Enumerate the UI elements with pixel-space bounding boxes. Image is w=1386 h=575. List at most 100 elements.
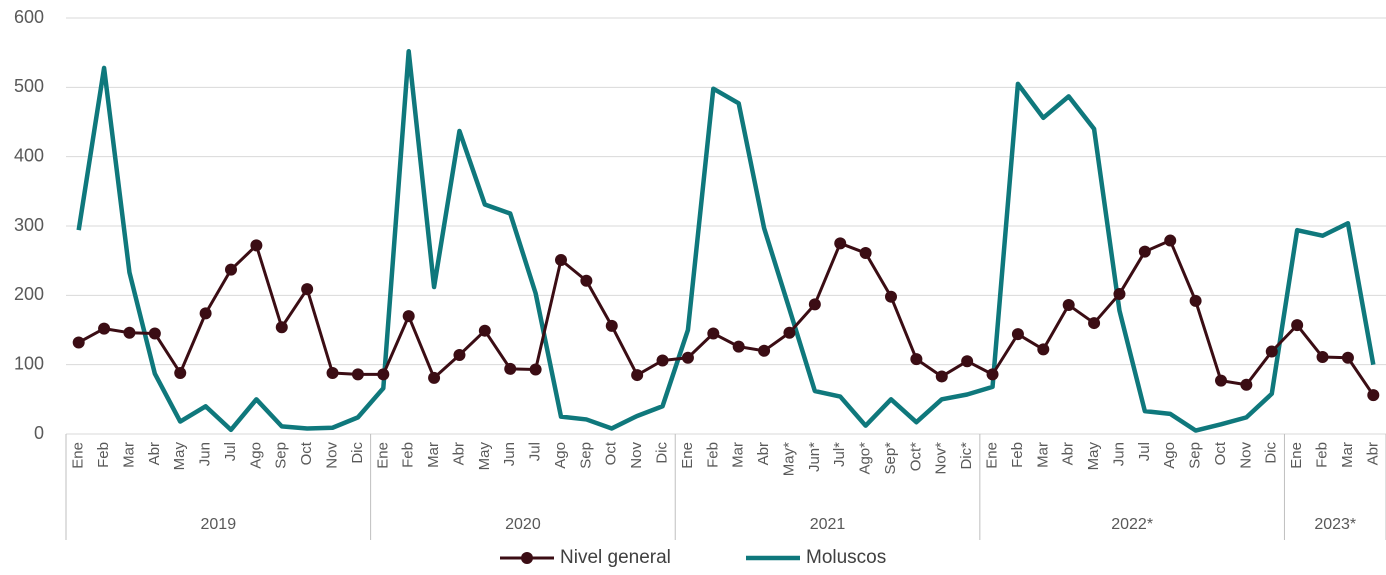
x-tick-label: Feb (95, 442, 112, 468)
data-point (758, 344, 771, 357)
data-point (301, 283, 314, 296)
data-point (275, 321, 288, 334)
x-tick-label: Mar (120, 442, 137, 468)
x-tick-label: May (1085, 442, 1102, 471)
data-point (453, 348, 466, 361)
data-point (859, 247, 872, 260)
data-point (1189, 294, 1202, 307)
x-tick-label: Sep (273, 442, 290, 469)
x-tick-label: Jul (527, 442, 544, 461)
legend-label: Moluscos (806, 547, 886, 568)
x-tick-label: Oct (603, 441, 620, 465)
x-tick-label: Nov* (933, 442, 950, 475)
data-point (656, 354, 669, 367)
data-point (1291, 319, 1304, 332)
x-tick-label: Feb (400, 442, 417, 468)
group-label: 2020 (505, 516, 541, 533)
data-point (631, 369, 644, 382)
data-point (428, 371, 441, 384)
data-point (1088, 317, 1101, 330)
data-point (1164, 234, 1177, 247)
x-tick-label: Nov (628, 442, 645, 469)
group-label: 2022* (1111, 516, 1153, 533)
group-label: 2023* (1314, 516, 1356, 533)
x-tick-label: Ago (1161, 442, 1178, 469)
x-tick-label: Nov (1237, 442, 1254, 469)
x-tick-label: Mar (425, 442, 442, 468)
y-tick-label: 200 (14, 284, 44, 304)
data-point (225, 263, 237, 276)
x-tick-label: Jun (1110, 442, 1127, 466)
data-point (935, 370, 948, 383)
x-tick-label: Ago (247, 442, 264, 469)
data-point (351, 368, 364, 381)
data-point (555, 253, 567, 266)
data-point (504, 362, 517, 375)
x-tick-label: May (476, 442, 493, 471)
x-tick-label: Mar (1034, 442, 1051, 468)
x-tick-label: Oct* (907, 442, 924, 471)
x-tick-label: Oct (1212, 441, 1229, 465)
x-tick-label: Abr (450, 442, 467, 465)
x-tick-label: Feb (1314, 442, 1331, 468)
x-tick-label: May* (780, 442, 797, 476)
x-tick-label: Ene (1288, 442, 1305, 469)
data-point (1215, 374, 1227, 387)
data-point (1011, 328, 1024, 341)
data-point (961, 355, 974, 368)
y-tick-label: 600 (14, 7, 44, 27)
data-point (605, 319, 618, 332)
y-tick-label: 0 (34, 423, 44, 443)
data-point (1367, 389, 1380, 402)
y-tick-label: 300 (14, 215, 44, 235)
data-point (1037, 343, 1050, 356)
data-point (250, 239, 263, 252)
y-tick-label: 500 (14, 76, 44, 96)
data-point (834, 237, 847, 250)
data-point (1062, 299, 1075, 312)
data-point (377, 368, 390, 381)
data-point (402, 310, 415, 323)
x-tick-label: Abr (1060, 442, 1077, 465)
data-point (808, 298, 821, 311)
data-point (1113, 287, 1126, 300)
x-tick-label: Ene (374, 442, 391, 469)
data-point (478, 324, 491, 337)
x-tick-label: Abr (1364, 442, 1381, 465)
x-tick-label: Nov (324, 442, 341, 469)
x-tick-label: Jul (222, 442, 239, 461)
data-point (885, 290, 897, 303)
x-tick-label: Ago* (857, 442, 874, 475)
x-tick-label: Oct (298, 441, 315, 465)
x-tick-label: Ene (70, 442, 87, 469)
legend-label: Nivel general (560, 547, 671, 568)
x-tick-label: Dic (1263, 442, 1280, 464)
x-tick-label: Jun* (806, 442, 823, 472)
y-tick-label: 400 (14, 145, 44, 165)
x-tick-label: Sep* (882, 442, 899, 475)
data-point (1240, 378, 1253, 391)
series-line (76, 49, 1376, 433)
x-tick-label: Ene (679, 442, 696, 469)
x-tick-label: Jul (1136, 442, 1153, 461)
data-point (1341, 351, 1354, 364)
group-label: 2021 (810, 516, 846, 533)
data-point (174, 366, 187, 379)
x-tick-label: Sep (1187, 442, 1204, 469)
x-tick-label: Abr (755, 442, 772, 465)
x-tick-label: Dic (654, 442, 671, 464)
data-point (98, 322, 111, 335)
series-line (77, 239, 1375, 397)
data-point (123, 326, 136, 339)
x-tick-label: Feb (704, 442, 721, 468)
x-tick-label: Dic* (958, 442, 975, 470)
data-point (732, 340, 745, 353)
group-label: 2019 (201, 516, 237, 533)
y-tick-label: 100 (14, 353, 44, 373)
data-point (783, 326, 796, 339)
data-point (1265, 345, 1278, 358)
data-point (1316, 351, 1329, 364)
x-tick-label: Ene (984, 442, 1001, 469)
x-tick-label: Dic (349, 442, 366, 464)
